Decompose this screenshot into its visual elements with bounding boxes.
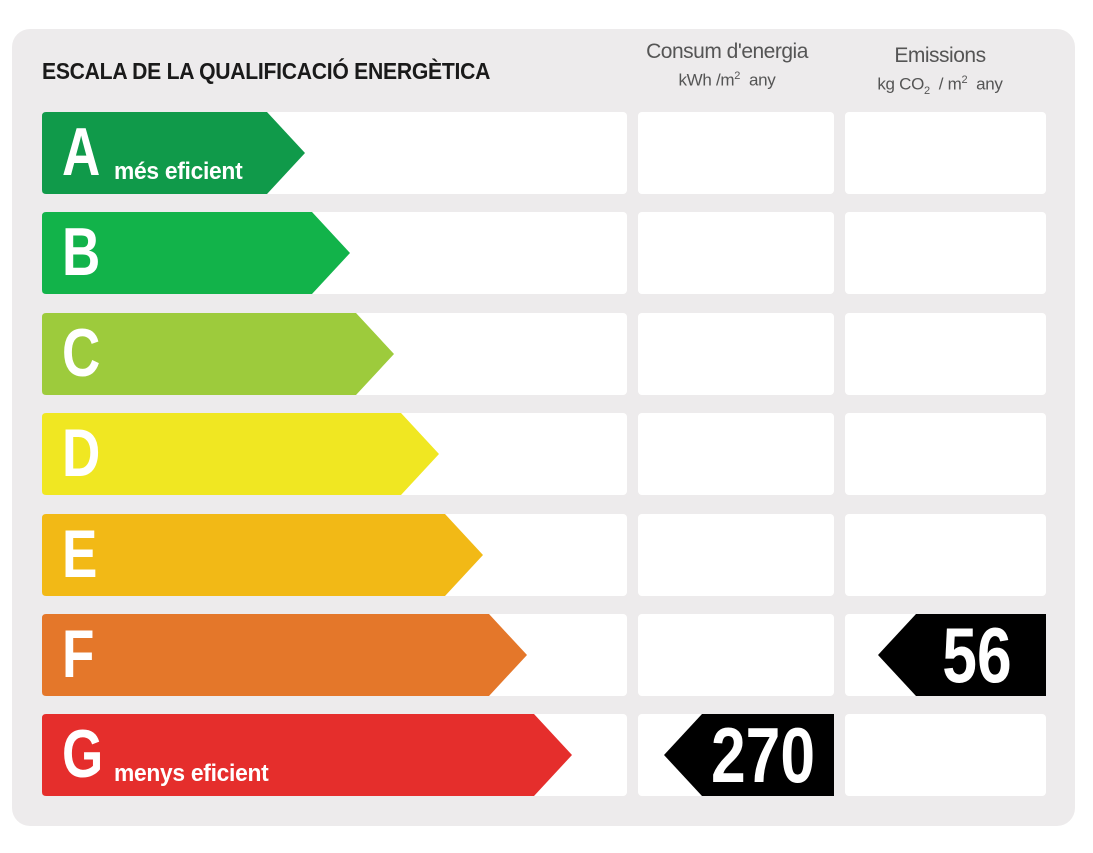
emissions-cell [845,112,1046,194]
emissions-cell [845,514,1046,596]
rating-row-d: D [42,413,1046,495]
consum-cell [638,212,834,294]
rating-letter: E [62,516,98,592]
consum-value-marker: 270 [664,714,834,796]
emissions-cell [845,714,1046,796]
consum-cell [638,112,834,194]
consum-cell [638,514,834,596]
emissions-cell [845,413,1046,495]
rating-arrow-b: B [42,212,352,294]
rating-row-a: A més eficient [42,112,1046,194]
consum-header-unit: kWh /m2 any [678,70,776,90]
rating-arrow-f: F [42,614,529,696]
rating-arrow-d: D [42,413,441,495]
emissions-value: 56 [942,611,1012,699]
rating-sublabel: més eficient [114,158,243,185]
rating-letter: G [62,716,104,792]
rating-row-e: E [42,514,1046,596]
rating-arrow-c: C [42,313,396,395]
rating-row-b: B [42,212,1046,294]
rating-row-c: C [42,313,1046,395]
emissions-header-label: Emissions [894,44,986,67]
consum-cell [638,313,834,395]
rating-letter: F [62,616,95,692]
rating-arrow-g: G menys eficient [42,714,574,796]
rating-letter: C [62,315,101,391]
rating-sublabel: menys eficient [114,760,269,787]
rating-letter: D [62,415,101,491]
consum-header-label: Consum d'energia [646,40,808,63]
rating-row-g: G menys eficient 270 [42,714,1046,796]
rating-letter: A [62,114,101,190]
rating-row-f: F 56 [42,614,1046,696]
consum-value: 270 [710,711,816,799]
consum-column-header: Consum d'energia kWh /m2 any [637,40,817,91]
emissions-header-unit: kg CO2 / m2 any [877,74,1003,98]
scale-title: ESCALA DE LA QUALIFICACIÓ ENERGÈTICA [42,58,491,84]
rating-arrow-a: A més eficient [42,112,307,194]
emissions-cell [845,212,1046,294]
consum-cell [638,614,834,696]
emissions-value-marker: 56 [878,614,1046,696]
rating-arrow-e: E [42,514,485,596]
rating-letter: B [62,214,101,290]
consum-cell [638,413,834,495]
emissions-cell [845,313,1046,395]
emissions-column-header: Emissions kg CO2 / m2 any [850,44,1030,97]
